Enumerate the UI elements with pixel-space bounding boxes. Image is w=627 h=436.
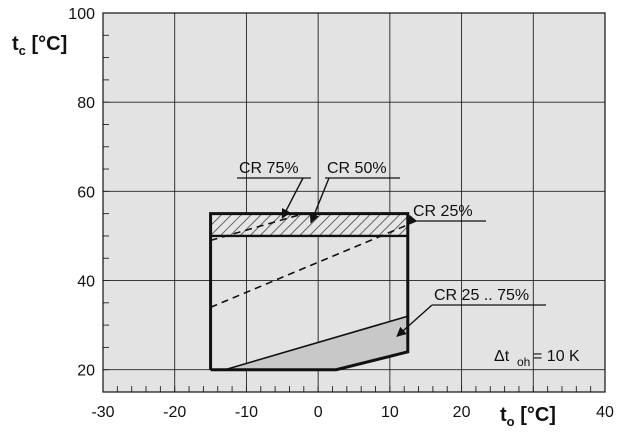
annotation-leader — [407, 214, 418, 226]
delta-main: Δt — [494, 348, 510, 365]
plot-background — [103, 13, 605, 392]
delta-label: Δt oh = 10 K — [494, 348, 580, 369]
annotation-label: CR 25% — [413, 203, 473, 220]
delta-rest: = 10 K — [533, 348, 580, 365]
annotation-leader — [281, 177, 304, 219]
tick-labels: -30 -20 -10 0 10 20 40 20 40 60 80 100 — [68, 6, 614, 421]
hatched-band — [210, 213, 408, 236]
x-axis-label: to [°C] — [500, 404, 556, 429]
y-tick-label: 100 — [68, 6, 95, 23]
x-tick-label: 20 — [453, 404, 471, 421]
y-tick-label: 20 — [77, 363, 95, 380]
x-tick-label: -20 — [163, 404, 186, 421]
y-tick-label: 40 — [77, 274, 95, 291]
y-tick-label: 60 — [77, 184, 95, 201]
annotation-leader — [309, 177, 330, 224]
minor-ticks — [102, 12, 606, 393]
x-tick-label: 0 — [314, 404, 323, 421]
delta-sub: oh — [517, 355, 530, 369]
x-tick-label: -10 — [235, 404, 258, 421]
x-tick-label: -30 — [91, 404, 114, 421]
series: CR 75% CR 50% CR 25% CR 25 .. 75% Δt oh = 10 … — [209, 160, 580, 372]
annotation-leader — [396, 304, 433, 337]
envelope-outline — [209, 212, 410, 372]
annotation-label: CR 50% — [327, 160, 387, 177]
y-axis-label: tc [°C] — [12, 33, 68, 58]
annotation-label: CR 25 .. 75% — [434, 287, 529, 304]
x-tick-label: 10 — [381, 404, 399, 421]
x-tick-label: 40 — [596, 404, 614, 421]
annotation-label: CR 75% — [239, 160, 299, 177]
plot-border — [102, 12, 606, 393]
y-tick-label: 80 — [77, 95, 95, 112]
